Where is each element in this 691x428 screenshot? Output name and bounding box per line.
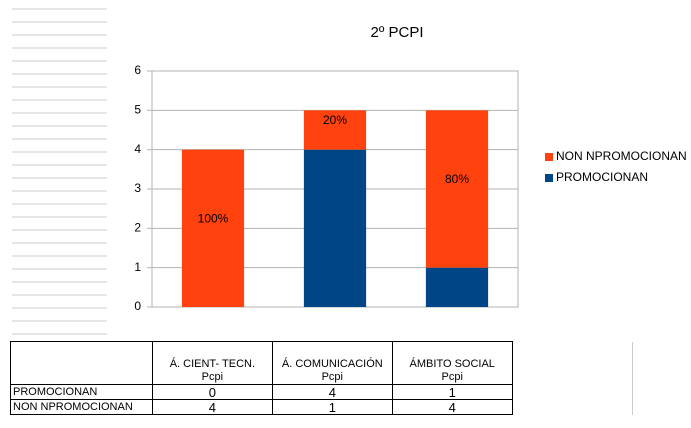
bar-segment bbox=[303, 149, 367, 307]
legend-label: NON NPROMOCIONAN bbox=[556, 149, 687, 163]
cell: 4 bbox=[151, 399, 273, 415]
bar-segment bbox=[181, 149, 245, 307]
header-cell: Á. CIENT- TECN. Pcpi bbox=[151, 341, 273, 385]
data-label: 100% bbox=[198, 212, 229, 226]
y-tick-label: 1 bbox=[134, 260, 141, 274]
cell: 4 bbox=[391, 399, 513, 415]
row-label: PROMOCIONAN bbox=[10, 384, 153, 400]
bar-segment bbox=[303, 110, 367, 150]
empty-cell bbox=[511, 399, 633, 415]
data-table: Á. CIENT- TECN. Pcpi Á. COMUNICACIÓN Pcp… bbox=[10, 341, 691, 415]
legend-label: PROMOCIONAN bbox=[556, 170, 648, 184]
data-label: 20% bbox=[323, 113, 347, 127]
cell: 1 bbox=[271, 399, 393, 415]
y-tick-label: 3 bbox=[134, 181, 141, 195]
y-tick-label: 5 bbox=[134, 103, 141, 117]
chart-title: 2º PCPI bbox=[371, 24, 424, 41]
legend-swatch bbox=[545, 174, 553, 182]
cell: 0 bbox=[151, 384, 273, 400]
empty-cell bbox=[631, 384, 691, 400]
header-cell: Á. COMUNICACIÓN Pcpi bbox=[271, 341, 393, 385]
sheet-lines bbox=[12, 8, 107, 335]
row-label: NON NPROMOCIONAN bbox=[10, 399, 153, 415]
empty-cell bbox=[631, 341, 691, 385]
y-tick-label: 6 bbox=[134, 63, 141, 77]
cell: 1 bbox=[391, 384, 513, 400]
legend-swatch bbox=[545, 153, 553, 161]
corner-cell bbox=[10, 341, 153, 385]
bar-segment bbox=[425, 267, 489, 307]
y-tick-label: 4 bbox=[134, 142, 141, 156]
bar-segment bbox=[425, 110, 489, 268]
data-label: 80% bbox=[445, 172, 469, 186]
y-tick-label: 0 bbox=[134, 299, 141, 313]
header-cell: ÁMBITO SOCIAL Pcpi bbox=[391, 341, 513, 385]
empty-cell bbox=[511, 384, 633, 400]
y-tick-label: 2 bbox=[134, 221, 141, 235]
empty-cell bbox=[631, 399, 691, 415]
cell: 4 bbox=[271, 384, 393, 400]
empty-cell bbox=[511, 341, 633, 385]
